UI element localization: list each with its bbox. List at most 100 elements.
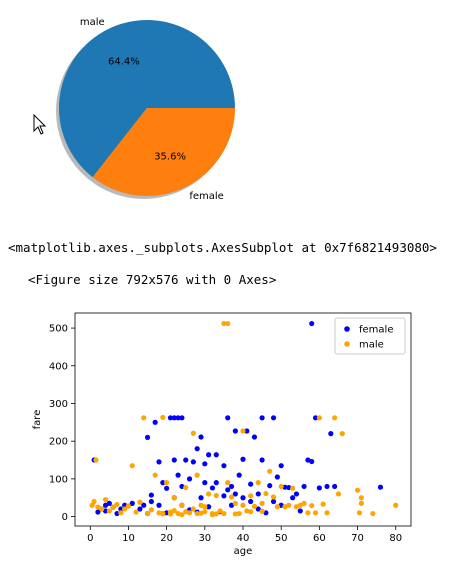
scatter-point-female [255,506,261,512]
scatter-point-female [278,463,284,469]
scatter-point-male [106,508,112,514]
scatter-point-male [248,509,254,515]
scatter-point-female [232,491,238,497]
scatter-point-male [267,468,273,474]
scatter-chart: 0 10 20 30 40 50 60 70 80 0 100 200 300 400 500 age fare… [0,300,466,574]
scatter-point-female [259,415,265,421]
scatter-chart-svg: 0 10 20 30 40 50 60 70 80 0 100 200 300 400 500 age fare… [32,312,412,557]
scatter-point-female [186,476,193,482]
scatter-point-female [221,493,227,499]
scatter-point-male [305,510,311,516]
scatter-point-female [175,472,181,478]
scatter-point-female [290,495,296,501]
scatter-point-male [356,510,363,516]
scatter-point-male [148,507,154,513]
scatter-point-female [183,457,189,463]
scatter-point-male [358,495,364,501]
scatter-point-female [129,500,135,506]
scatter-point-female [251,434,258,440]
scatter-point-female [316,485,322,491]
scatter-point-female [225,487,231,493]
scatter-point-male [122,506,128,512]
scatter-point-female [198,434,204,440]
scatter-point-female [240,456,246,462]
scatter-point-female [332,483,338,490]
mouse-cursor-icon [33,113,47,140]
scatter-point-male [183,509,189,515]
scatter-point-male [301,500,307,506]
scatter-point-male [198,510,204,516]
scatter-point-male [316,415,322,421]
scatter-point-female [167,415,174,421]
scatter-point-female [240,495,246,501]
scatter-point-female [202,480,208,486]
x-tick-label: 70 [351,533,364,544]
scatter-point-male [152,472,158,478]
scatter-point-female [221,463,227,469]
y-tick-label: 0 [62,512,68,523]
scatter-point-male [141,415,147,421]
scatter-point-male [118,510,124,516]
scatter-point-male [248,493,254,499]
scatter-point-female [118,506,124,512]
scatter-point-female [206,452,212,458]
scatter-point-female [248,498,254,505]
x-tick-label: 10 [122,533,135,544]
legend-label-male: male [359,340,384,351]
scatter-point-female [244,428,250,434]
scatter-point-female [309,458,315,465]
scatter-point-female [274,474,280,480]
scatter-point-female [255,491,261,497]
x-tick-label: 80 [389,533,402,544]
scatter-point-male [213,492,219,499]
scatter-point-male [240,502,246,508]
scatter-point-male [259,500,265,506]
scatter-point-male [324,510,330,516]
scatter-point-female [228,483,235,490]
scatter-point-female [248,481,254,487]
scatter-point-male [171,495,177,501]
scatter-point-male [259,508,265,514]
scatter-point-female [156,459,162,465]
scatter-point-male [114,501,120,508]
scatter-point-female [190,459,196,465]
scatter-point-female [156,502,162,508]
scatter-point-female [236,472,242,478]
scatter-point-male [125,503,132,509]
scatter-point-male [393,502,399,508]
legend-label-female: female [359,325,393,336]
scatter-point-male [179,512,185,518]
scatter-point-male [190,506,196,512]
scatter-point-female [137,506,143,512]
scatter-point-male [274,504,280,510]
scatter-point-male [290,485,296,491]
pie-pct-label-female: 35.6% [154,151,186,162]
pie-label-female: female [189,191,223,202]
scatter-point-male [228,494,235,500]
scatter-point-female [213,480,219,486]
pie-label-male: male [80,17,105,28]
x-tick-label: 20 [160,533,173,544]
scatter-point-male [171,507,177,514]
scatter-point-female [328,431,334,437]
scatter-point-male [164,480,170,486]
scatter-point-male [286,502,292,508]
scatter-point-male [255,480,261,486]
x-axis-label: age [234,546,253,557]
scatter-point-female [232,428,238,434]
scatter-point-male [370,510,376,517]
scatter-point-female [160,480,166,486]
scatter-point-male [309,503,315,509]
scatter-point-male [354,487,361,493]
x-tick-label: 30 [198,533,211,544]
scatter-point-female [267,483,273,489]
scatter-point-female [206,504,212,510]
scatter-point-male [99,506,105,512]
pie-slice-male [59,20,235,178]
scatter-point-male [144,510,151,517]
scatter-point-female [95,509,101,515]
legend-marker-female [344,326,350,332]
x-tick-label: 40 [237,533,250,544]
pie-chart: 64.4% male 35.6% female [0,0,466,225]
scatter-point-female [297,508,303,514]
